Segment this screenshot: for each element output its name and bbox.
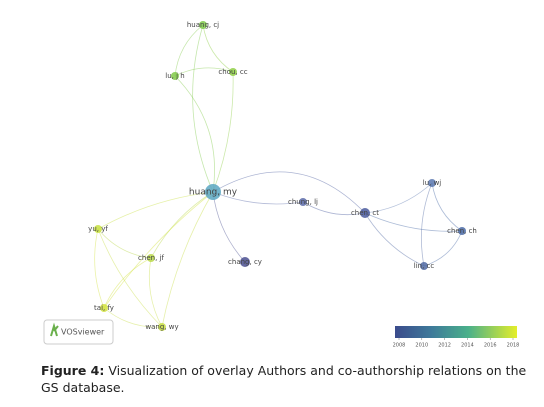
edge [364, 182, 433, 214]
node [205, 184, 221, 200]
node [158, 323, 166, 331]
node-label: lin, cc [414, 262, 435, 270]
colorbar-tick-label: 2018 [507, 343, 520, 349]
edge [97, 228, 163, 328]
node-label: yu, yf [88, 225, 108, 233]
node [360, 208, 370, 218]
node [420, 262, 428, 270]
node [299, 198, 307, 206]
edge [97, 228, 152, 259]
node [240, 257, 250, 267]
caption: Figure 4: Visualization of overlay Autho… [41, 362, 531, 396]
edge [174, 67, 234, 77]
node [428, 179, 436, 187]
edge [161, 191, 214, 328]
edge [302, 201, 366, 216]
node-label: wang, wy [145, 323, 178, 331]
colorbar [395, 326, 517, 338]
node-label: lu, wj [423, 179, 442, 187]
node [147, 254, 155, 262]
node-label: lu, j h [165, 72, 184, 80]
node-label: huang, cj [187, 21, 219, 29]
colorbar-tick-label: 2012 [438, 343, 451, 349]
edge [174, 24, 204, 77]
logo-text: VOSviewer [61, 328, 105, 337]
edge [364, 212, 463, 232]
node-label: tai, fy [94, 304, 114, 312]
edge [103, 307, 163, 328]
node [199, 21, 207, 29]
edge [212, 171, 366, 214]
edge [202, 24, 234, 73]
node-label: chou, cc [218, 68, 247, 76]
caption-text: Visualization of overlay Authors and co-… [41, 363, 527, 395]
edge [97, 191, 214, 230]
node-label: chen, jf [138, 254, 164, 262]
node-label: chen, ch [447, 227, 477, 235]
edge [423, 230, 463, 267]
colorbar-tick-label: 2010 [415, 343, 428, 349]
node-label: chang, cy [228, 258, 262, 266]
logo-box [43, 319, 114, 345]
node [94, 225, 102, 233]
edge [174, 75, 215, 193]
edge [212, 191, 246, 263]
edge [103, 191, 214, 309]
node [171, 72, 179, 80]
node [229, 68, 237, 76]
node-label: chung, lj [288, 198, 318, 206]
node-label: chen, ct [351, 209, 379, 217]
edge [431, 182, 463, 232]
edge [364, 212, 425, 267]
edge [103, 257, 152, 309]
colorbar-tick-label: 2014 [461, 343, 474, 349]
colorbar-tick-label: 2016 [484, 343, 497, 349]
node-label: huang, my [189, 188, 238, 198]
edge [94, 228, 105, 309]
edge [212, 71, 234, 193]
edge [420, 182, 433, 267]
logo-icon [50, 322, 59, 337]
network-map: huang, cj chou, cc lu, j h huang, my chung, … [43, 21, 520, 349]
edge [212, 191, 304, 205]
edge [148, 257, 163, 328]
edge [150, 191, 214, 259]
edge [192, 24, 214, 193]
node [100, 304, 108, 312]
caption-label: Figure 4: [41, 363, 105, 378]
colorbar-tick-label: 2008 [393, 343, 406, 349]
node [458, 227, 466, 235]
